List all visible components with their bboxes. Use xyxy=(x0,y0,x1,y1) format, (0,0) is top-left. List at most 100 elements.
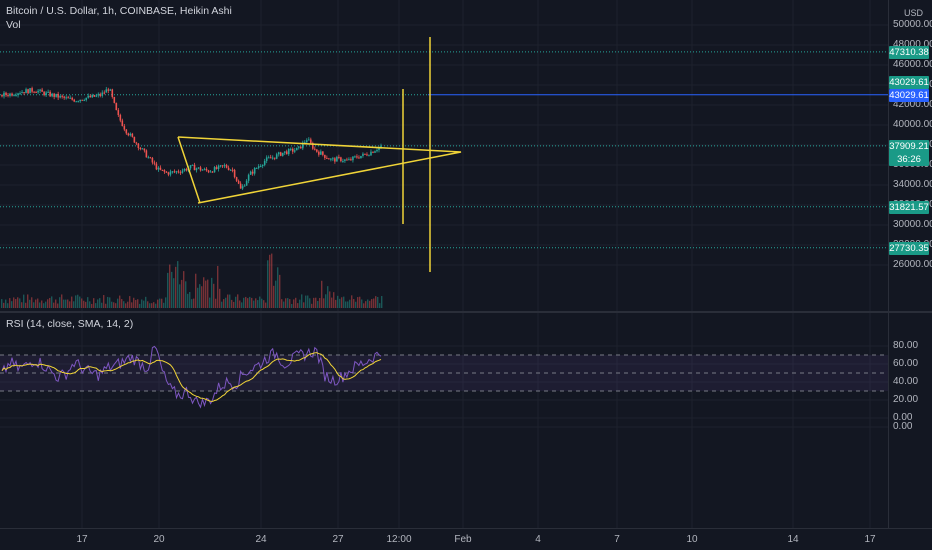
candle-body xyxy=(299,146,302,149)
price-level-tag[interactable]: 37909.21 36:26 xyxy=(889,139,929,166)
candle-body xyxy=(255,167,258,169)
volume-bar xyxy=(183,271,185,308)
volume-bar xyxy=(273,285,275,308)
candle-body xyxy=(111,89,114,97)
time-axis-tick: 10 xyxy=(686,534,698,545)
symbol-title[interactable]: Bitcoin / U.S. Dollar, 1h, COINBASE, Hei… xyxy=(6,5,232,17)
candle-body xyxy=(247,174,250,181)
volume-bar xyxy=(63,299,65,308)
rsi-ma-line[interactable] xyxy=(1,352,382,402)
candle-body xyxy=(101,92,104,96)
candle-body xyxy=(125,129,128,134)
volume-bar xyxy=(107,296,109,308)
volume-bar xyxy=(275,280,277,308)
volume-bar xyxy=(71,296,73,308)
rsi-legend[interactable]: RSI (14, close, SMA, 14, 2) xyxy=(6,318,134,330)
candle-body xyxy=(245,180,248,186)
candle-body xyxy=(366,154,368,156)
candle-body xyxy=(129,133,132,136)
price-tag-label: 43029.61 xyxy=(889,76,929,88)
rsi-line[interactable] xyxy=(1,345,382,409)
candle-body xyxy=(360,155,362,159)
volume-bar xyxy=(103,295,105,308)
price-chart-pane[interactable] xyxy=(0,0,888,311)
candle-body xyxy=(354,156,356,158)
volume-bar xyxy=(81,298,83,308)
triangle-pattern-drawing[interactable] xyxy=(177,136,462,204)
candle-body xyxy=(169,171,172,175)
price-level-tag[interactable]: 31821.57 xyxy=(889,200,929,214)
volume-bar xyxy=(173,278,175,308)
candle-body xyxy=(167,172,170,175)
candle-body xyxy=(103,92,106,94)
candle-body xyxy=(179,172,182,174)
candle-body xyxy=(145,150,148,158)
price-level-tag[interactable]: 47310.38 xyxy=(889,45,929,59)
candle-body xyxy=(253,168,256,174)
candle-body xyxy=(173,171,176,173)
horizontal-ray-price-tag[interactable]: 43029.61 xyxy=(889,88,929,102)
volume-bar xyxy=(193,298,195,308)
price-level-tag[interactable]: 43029.61 xyxy=(889,75,929,89)
volume-bar xyxy=(49,297,51,308)
candle-body xyxy=(364,153,366,155)
candle-body xyxy=(374,151,376,153)
time-axis-border xyxy=(0,528,932,529)
candle-body xyxy=(177,171,180,173)
candle-body xyxy=(155,163,158,170)
candle-body xyxy=(271,157,274,159)
volume-bar xyxy=(169,264,171,308)
candle-body xyxy=(279,152,282,156)
volume-bar xyxy=(359,296,361,308)
volume-bar xyxy=(255,298,257,308)
rsi-pane[interactable] xyxy=(0,313,888,528)
volume-bar xyxy=(17,297,19,308)
chart-legend[interactable]: Bitcoin / U.S. Dollar, 1h, COINBASE, Hei… xyxy=(6,4,232,32)
volume-legend[interactable]: Vol xyxy=(6,19,21,31)
candle-body xyxy=(1,95,3,97)
volume-bar xyxy=(381,296,383,308)
candle-body xyxy=(326,157,328,159)
candle-body xyxy=(275,154,278,159)
volume-bar xyxy=(125,303,127,308)
price-chart-canvas[interactable] xyxy=(0,0,888,311)
volume-bar xyxy=(137,299,139,308)
pane-separator[interactable] xyxy=(0,311,932,313)
volume-bar xyxy=(233,301,235,308)
volume-bar xyxy=(343,296,345,308)
candle-body xyxy=(237,180,240,184)
candle-body xyxy=(229,169,232,171)
candle-body xyxy=(91,94,94,98)
volume-bar xyxy=(355,301,357,308)
volume-bar xyxy=(361,299,363,308)
price-tag-label: 31821.57 xyxy=(889,201,929,213)
candle-body xyxy=(59,95,61,98)
volume-bar xyxy=(317,301,319,308)
rsi-chart-canvas[interactable] xyxy=(0,313,888,528)
candle-body xyxy=(7,94,9,96)
volume-bar xyxy=(207,279,209,308)
volume-bar xyxy=(289,299,291,308)
candle-body xyxy=(87,95,90,98)
candle-body xyxy=(69,97,71,99)
volume-bar xyxy=(231,299,233,308)
volume-bar xyxy=(277,267,279,308)
price-level-tag[interactable]: 27730.35 xyxy=(889,241,929,255)
candle-body xyxy=(99,94,102,96)
candle-body xyxy=(107,89,110,91)
candle-body xyxy=(175,171,178,173)
volume-bar xyxy=(45,301,47,308)
candle-body xyxy=(33,91,35,93)
volume-bar xyxy=(331,297,333,308)
candle-body xyxy=(348,159,350,161)
candle-body xyxy=(105,89,108,93)
candle-body xyxy=(93,94,96,97)
candle-body xyxy=(95,95,98,97)
triangle-left-edge[interactable] xyxy=(177,136,201,204)
candle-body xyxy=(85,97,88,101)
volume-bar xyxy=(379,303,381,308)
candle-body xyxy=(127,133,130,136)
bar-countdown: 36:26 xyxy=(897,153,921,165)
candle-body xyxy=(221,165,224,167)
candle-body xyxy=(259,166,262,168)
